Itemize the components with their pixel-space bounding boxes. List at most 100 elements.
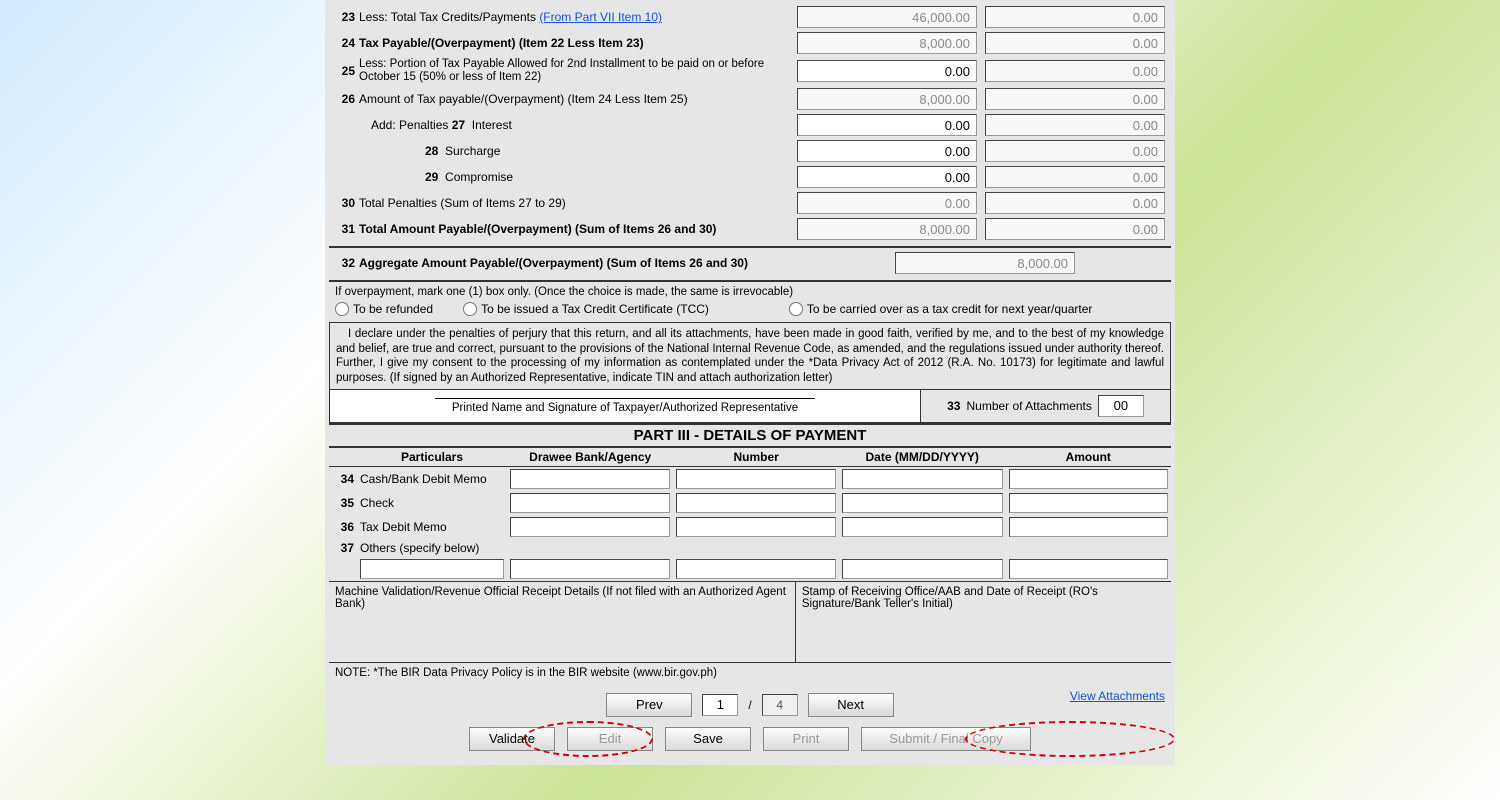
row-35-number[interactable] xyxy=(676,493,835,513)
tax-form: 23 Less: Total Tax Credits/Payments (Fro… xyxy=(325,0,1175,765)
row-34-date[interactable] xyxy=(842,469,1003,489)
row-36-date[interactable] xyxy=(842,517,1003,537)
item-26-col-b xyxy=(985,88,1165,110)
row-24: 24 Tax Payable/(Overpayment) (Item 22 Le… xyxy=(329,30,1171,56)
col-date: Date (MM/DD/YYYY) xyxy=(839,448,1006,467)
payment-row-35: 35 Check xyxy=(329,491,1171,515)
signature-caption: Printed Name and Signature of Taxpayer/A… xyxy=(452,402,798,414)
row-37-date[interactable] xyxy=(842,559,1003,579)
next-button[interactable]: Next xyxy=(808,693,894,717)
item-24-col-a xyxy=(797,32,977,54)
radio-tcc[interactable]: To be issued a Tax Credit Certificate (T… xyxy=(463,302,709,316)
submit-final-copy-button: Submit / Final Copy xyxy=(861,727,1031,751)
row-23: 23 Less: Total Tax Credits/Payments (Fro… xyxy=(329,4,1171,30)
item-label: Less: Total Tax Credits/Payments (From P… xyxy=(359,10,789,24)
item-31-col-b xyxy=(985,218,1165,240)
view-attachments-link[interactable]: View Attachments xyxy=(1070,689,1165,703)
item-label: 28 Surcharge xyxy=(335,144,789,158)
privacy-note: NOTE: *The BIR Data Privacy Policy is in… xyxy=(329,662,1171,683)
item-number: 30 xyxy=(335,196,355,210)
row-37-particulars[interactable] xyxy=(360,559,504,579)
print-button: Print xyxy=(763,727,849,751)
row-36-number[interactable] xyxy=(676,517,835,537)
payment-row-37-inputs xyxy=(329,557,1171,581)
attachments-box: 33 Number of Attachments xyxy=(921,390,1171,423)
item-25-col-a[interactable] xyxy=(797,60,977,82)
page-separator: / xyxy=(748,698,751,712)
row-35-amount[interactable] xyxy=(1009,493,1169,513)
item-number: 26 xyxy=(335,92,355,106)
item-30-col-a xyxy=(797,192,977,214)
row-31: 31 Total Amount Payable/(Overpayment) (S… xyxy=(329,216,1171,242)
row-32: 32 Aggregate Amount Payable/(Overpayment… xyxy=(329,250,1171,276)
payment-table: Particulars Drawee Bank/Agency Number Da… xyxy=(329,448,1171,581)
prev-button[interactable]: Prev xyxy=(606,693,692,717)
action-bar: Validate Edit Save Print Submit / Final … xyxy=(329,723,1171,755)
stamp-section: Machine Validation/Revenue Official Rece… xyxy=(329,581,1171,662)
item-24-col-b xyxy=(985,32,1165,54)
part-3-header: PART III - DETAILS OF PAYMENT xyxy=(329,423,1171,448)
radio-refunded[interactable]: To be refunded xyxy=(335,302,433,316)
item-label: Tax Payable/(Overpayment) (Item 22 Less … xyxy=(359,36,789,50)
row-27: Add: Penalties 27 Interest xyxy=(329,112,1171,138)
receiving-stamp-box: Stamp of Receiving Office/AAB and Date o… xyxy=(796,582,1171,662)
col-amount: Amount xyxy=(1006,448,1172,467)
row-34-amount[interactable] xyxy=(1009,469,1169,489)
item-28-col-a[interactable] xyxy=(797,140,977,162)
row-35-date[interactable] xyxy=(842,493,1003,513)
item-27-col-b xyxy=(985,114,1165,136)
row-37-number[interactable] xyxy=(676,559,835,579)
payment-row-34: 34 Cash/Bank Debit Memo xyxy=(329,466,1171,491)
item-26-col-a xyxy=(797,88,977,110)
row-26: 26 Amount of Tax payable/(Overpayment) (… xyxy=(329,86,1171,112)
declaration-text: I declare under the penalties of perjury… xyxy=(329,322,1171,390)
page-current-input[interactable] xyxy=(702,694,738,716)
signature-box: Printed Name and Signature of Taxpayer/A… xyxy=(329,390,921,423)
row-37-drawee[interactable] xyxy=(510,559,670,579)
row-30: 30 Total Penalties (Sum of Items 27 to 2… xyxy=(329,190,1171,216)
item-23-col-a xyxy=(797,6,977,28)
col-drawee: Drawee Bank/Agency xyxy=(507,448,673,467)
overpayment-instruction: If overpayment, mark one (1) box only. (… xyxy=(329,284,1171,300)
page-total: 4 xyxy=(762,694,798,716)
row-36-amount[interactable] xyxy=(1009,517,1169,537)
radio-carried-over[interactable]: To be carried over as a tax credit for n… xyxy=(789,302,1092,316)
item-label: Amount of Tax payable/(Overpayment) (Ite… xyxy=(359,92,789,106)
item-number: 23 xyxy=(335,10,355,24)
row-36-drawee[interactable] xyxy=(510,517,670,537)
link-part-vii[interactable]: (From Part VII Item 10) xyxy=(539,10,662,24)
item-label: Less: Portion of Tax Payable Allowed for… xyxy=(359,58,789,84)
item-29-col-b xyxy=(985,166,1165,188)
item-number: 31 xyxy=(335,222,355,236)
validate-button[interactable]: Validate xyxy=(469,727,555,751)
item-number: 25 xyxy=(335,64,355,78)
item-31-col-a xyxy=(797,218,977,240)
row-37-amount[interactable] xyxy=(1009,559,1169,579)
payment-row-37: 37 Others (specify below) xyxy=(329,539,1171,557)
machine-validation-box: Machine Validation/Revenue Official Rece… xyxy=(329,582,796,662)
save-button[interactable]: Save xyxy=(665,727,751,751)
row-28: 28 Surcharge xyxy=(329,138,1171,164)
row-29: 29 Compromise xyxy=(329,164,1171,190)
item-27-col-a[interactable] xyxy=(797,114,977,136)
payment-row-36: 36 Tax Debit Memo xyxy=(329,515,1171,539)
pagination: Prev / 4 Next View Attachments xyxy=(329,683,1171,723)
item-32-value xyxy=(895,252,1075,274)
item-number: 32 xyxy=(335,256,355,270)
attachments-count-input[interactable] xyxy=(1098,395,1144,417)
col-particulars: Particulars xyxy=(357,448,507,467)
item-29-col-a[interactable] xyxy=(797,166,977,188)
item-number: 24 xyxy=(335,36,355,50)
item-label: Total Amount Payable/(Overpayment) (Sum … xyxy=(359,222,789,236)
signature-section: Printed Name and Signature of Taxpayer/A… xyxy=(329,390,1171,423)
row-35-drawee[interactable] xyxy=(510,493,670,513)
item-label: Total Penalties (Sum of Items 27 to 29) xyxy=(359,196,789,210)
item-23-col-b xyxy=(985,6,1165,28)
item-label: 29 Compromise xyxy=(335,170,789,184)
item-25-col-b xyxy=(985,60,1165,82)
item-label: Add: Penalties 27 Interest xyxy=(335,118,789,132)
row-34-drawee[interactable] xyxy=(510,469,670,489)
row-34-number[interactable] xyxy=(676,469,835,489)
edit-button: Edit xyxy=(567,727,653,751)
attachments-label: Number of Attachments xyxy=(966,399,1091,413)
